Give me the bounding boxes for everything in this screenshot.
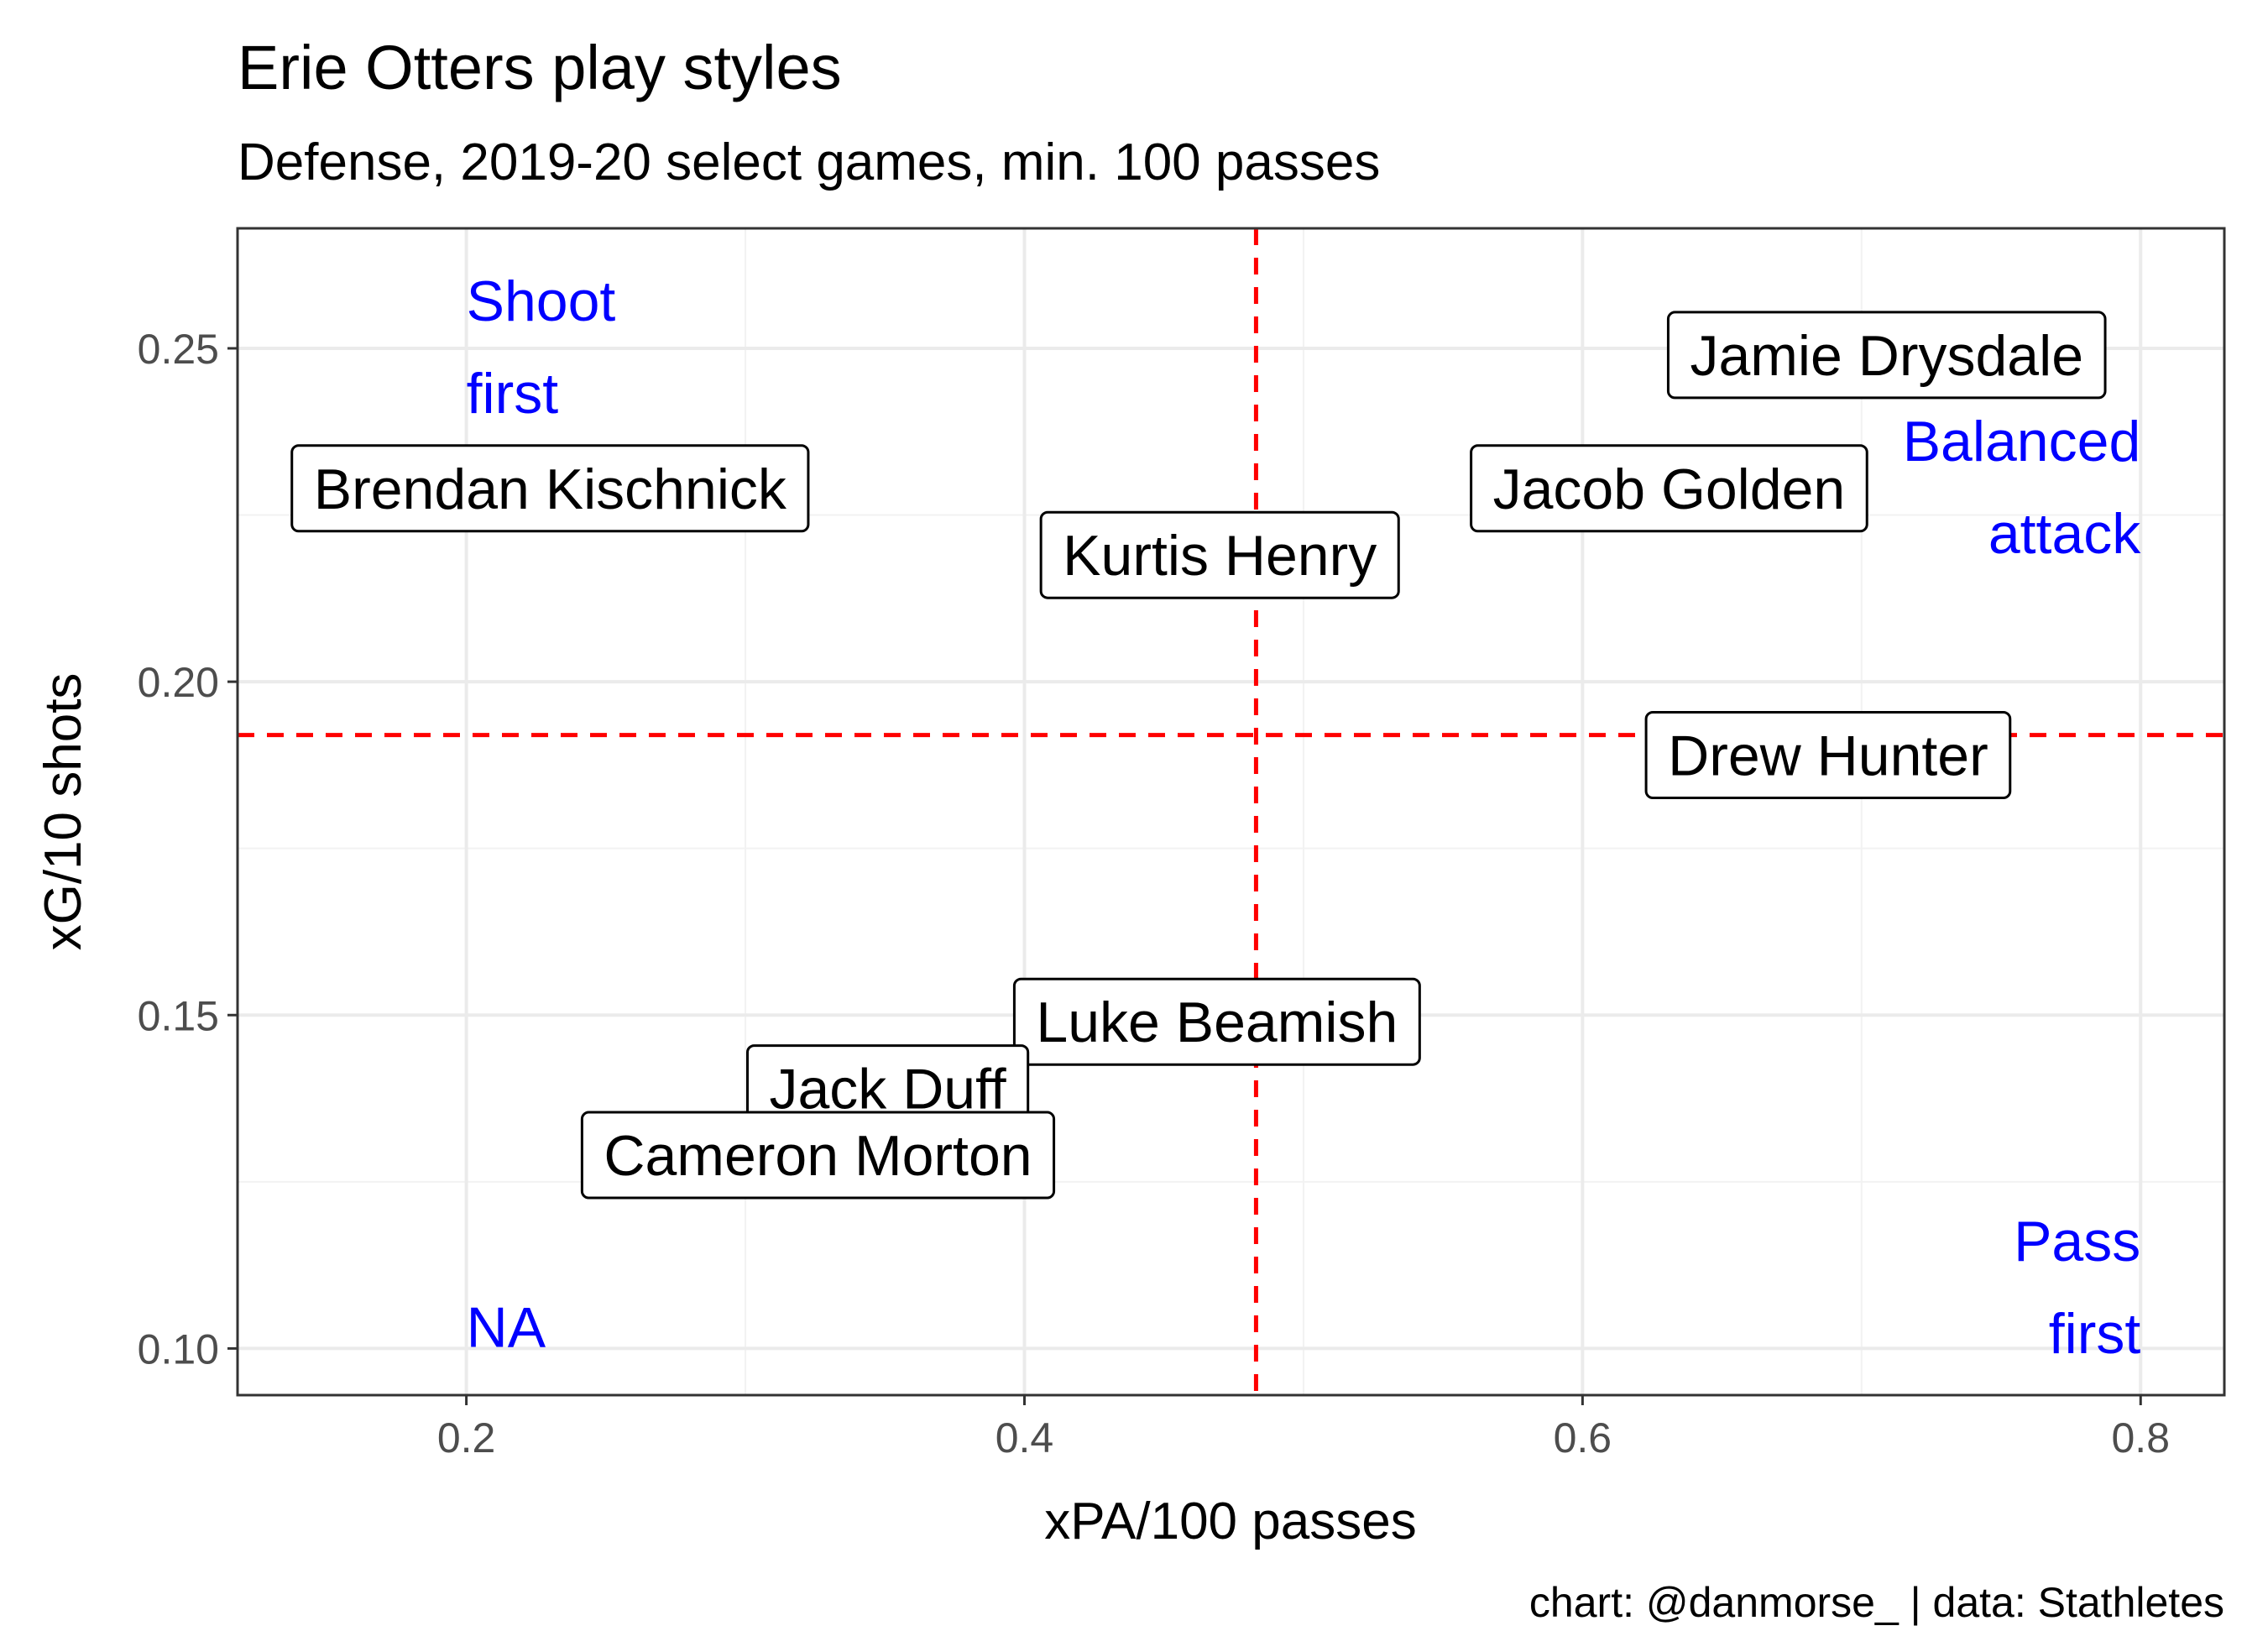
data-point-label-box [1666, 311, 2107, 400]
data-point-label: Luke Beamish [1012, 977, 1421, 1066]
quadrant-label: Pass first [2014, 1210, 2140, 1366]
data-point-label-box [1644, 710, 2012, 799]
quadrant-labels: Shoot first Balanced attack Pass first NA [467, 269, 2142, 1366]
data-point-name: Jack Duff [769, 1058, 1006, 1121]
data-point-label: Cameron Morton [580, 1111, 1056, 1200]
data-point-name: Jamie Drysdale [1690, 324, 2083, 388]
quadrant-label-line: Pass [2014, 1210, 2140, 1273]
quadrant-label-line: first [2049, 1302, 2141, 1366]
data-point-name: Luke Beamish [1036, 991, 1398, 1054]
data-point-label: Drew Hunter [1644, 710, 2012, 799]
x-tick-label: 0.8 [2112, 1414, 2171, 1461]
quadrant-label: Balanced attack [1903, 410, 2142, 566]
point-labels: Jamie Drysdale Brendan Kischnick Jacob Gol… [290, 311, 2107, 1200]
data-point-label: Jack Duff [745, 1044, 1030, 1133]
data-point-label-box [1470, 444, 1868, 533]
data-point-name: Jacob Golden [1493, 457, 1846, 521]
data-point-label-box [290, 444, 810, 533]
y-axis-title: xG/10 shots [34, 673, 92, 951]
data-point-name: Kurtis Henry [1063, 524, 1377, 588]
data-point-label: Brendan Kischnick [290, 444, 810, 533]
grid-major [238, 228, 2224, 1395]
x-tick-label: 0.6 [1554, 1414, 1612, 1461]
y-tick-label: 0.15 [138, 992, 219, 1039]
x-axis: 0.2 0.4 0.6 0.8 [437, 1395, 2170, 1461]
data-point-label-box [580, 1111, 1056, 1200]
chart-subtitle: Defense, 2019-20 select games, min. 100 … [238, 133, 1380, 191]
plot-border [236, 227, 2226, 1397]
y-tick-label: 0.25 [138, 326, 219, 373]
data-point-name: Brendan Kischnick [314, 457, 787, 521]
quadrant-label-line: NA [467, 1296, 546, 1360]
x-tick-label: 0.4 [995, 1414, 1054, 1461]
data-point-name: Cameron Morton [604, 1124, 1032, 1188]
plot-panel [238, 228, 2224, 1395]
quadrant-label-line: first [467, 362, 559, 426]
quadrant-label-line: attack [1988, 502, 2141, 566]
y-tick-label: 0.10 [138, 1325, 219, 1372]
data-point-label: Jacob Golden [1470, 444, 1868, 533]
data-point-label-box [1039, 510, 1400, 599]
x-tick-label: 0.2 [437, 1414, 496, 1461]
y-tick-label: 0.20 [138, 659, 219, 706]
quadrant-label: NA [467, 1296, 546, 1360]
data-point-label-box [1012, 977, 1421, 1066]
chart-caption: chart: @danmorse_ | data: Stathletes [1529, 1579, 2224, 1626]
chart-title: Erie Otters play styles [238, 33, 842, 102]
quadrant-label-line: Shoot [467, 269, 616, 333]
data-point-label: Jamie Drysdale [1666, 311, 2107, 400]
data-point-name: Drew Hunter [1668, 724, 1988, 787]
quadrant-label: Shoot first [467, 269, 616, 426]
data-point-label: Kurtis Henry [1039, 510, 1400, 599]
x-axis-title: xPA/100 passes [1044, 1493, 1416, 1550]
quadrant-label-line: Balanced [1903, 410, 2141, 473]
y-axis: 0.10 0.15 0.20 0.25 [138, 326, 238, 1372]
